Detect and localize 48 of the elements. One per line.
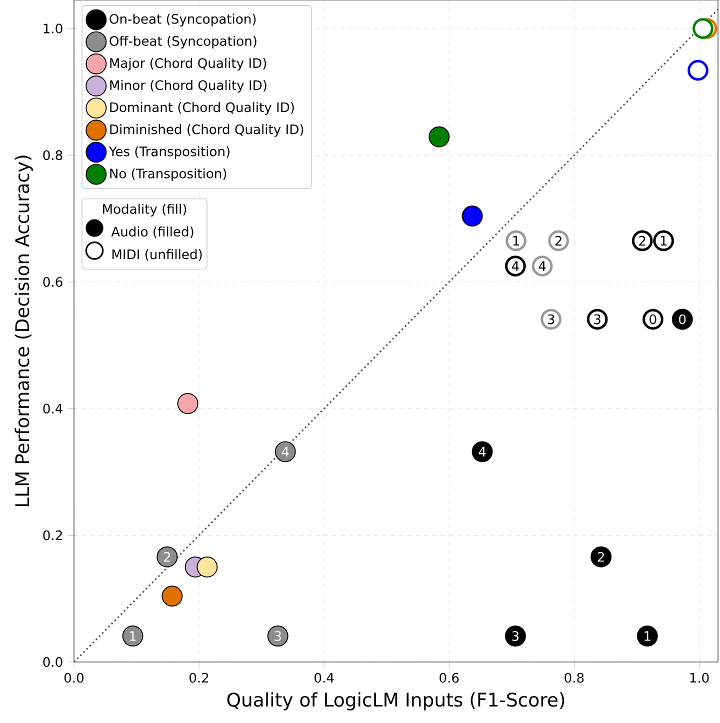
y-axis-title: LLM Performance (Decision Accuracy) bbox=[14, 156, 33, 506]
y-tick-label: 0.0 bbox=[43, 657, 62, 667]
point bbox=[196, 556, 218, 578]
annotation: 3 bbox=[274, 631, 281, 641]
legend-label: Major (Chord Quality ID) bbox=[110, 58, 266, 71]
legend-label: Yes (Transposition) bbox=[108, 146, 230, 159]
y-tick-label: 0.4 bbox=[43, 404, 62, 414]
y-tick-label: 0.6 bbox=[43, 276, 62, 287]
x-tick-label: 0.8 bbox=[564, 672, 584, 683]
legend-title: Modality (fill) bbox=[103, 204, 186, 216]
annotation: 4 bbox=[478, 446, 486, 456]
point bbox=[462, 206, 483, 227]
legend-label: Off-beat (Syncopation) bbox=[110, 36, 256, 48]
x-tick-label: 1.0 bbox=[690, 672, 709, 683]
annotation: 4 bbox=[282, 446, 289, 456]
annotation: 2 bbox=[598, 552, 604, 562]
annotation: 1 bbox=[660, 236, 667, 246]
x-tick-label: 0.6 bbox=[440, 672, 459, 683]
legend-label: Dominant (Chord Quality ID) bbox=[110, 102, 294, 115]
x-axis-title: Quality of LogicLM Inputs (F1-Score) bbox=[227, 692, 564, 710]
legend-label: Diminished (Chord Quality ID) bbox=[110, 124, 304, 137]
x-tick-label: 0.2 bbox=[190, 672, 208, 683]
annotation: 4 bbox=[538, 261, 546, 271]
annotation: 3 bbox=[594, 314, 600, 324]
y-tick-label: 0.8 bbox=[43, 150, 62, 160]
annotation: 3 bbox=[548, 314, 554, 324]
legend-label: Minor (Chord Quality ID) bbox=[110, 80, 266, 93]
annotation: Audio (filled) bbox=[111, 226, 194, 238]
annotation: 1 bbox=[130, 631, 136, 641]
x-tick-label: 0.0 bbox=[64, 672, 84, 683]
y-tick-label: 1.0 bbox=[44, 24, 62, 34]
annotation: 0 bbox=[650, 314, 656, 324]
annotation: 1 bbox=[644, 631, 650, 641]
annotation: 4 bbox=[512, 261, 519, 271]
legend-label: No (Transposition) bbox=[110, 168, 226, 181]
annotation: 2 bbox=[639, 236, 646, 246]
legend-label: On-beat (Syncopation) bbox=[110, 14, 256, 26]
point bbox=[162, 586, 183, 607]
annotation: 0 bbox=[679, 314, 686, 324]
y-tick-label: 0.2 bbox=[43, 530, 62, 540]
annotation: 1 bbox=[513, 236, 519, 246]
annotation: 2 bbox=[555, 236, 562, 246]
annotation: 2 bbox=[164, 552, 170, 562]
annotation: 3 bbox=[512, 631, 519, 641]
point bbox=[428, 126, 450, 148]
x-tick-label: 0.4 bbox=[314, 672, 334, 683]
point bbox=[177, 393, 198, 414]
annotation: MIDI (unfilled) bbox=[112, 249, 202, 261]
